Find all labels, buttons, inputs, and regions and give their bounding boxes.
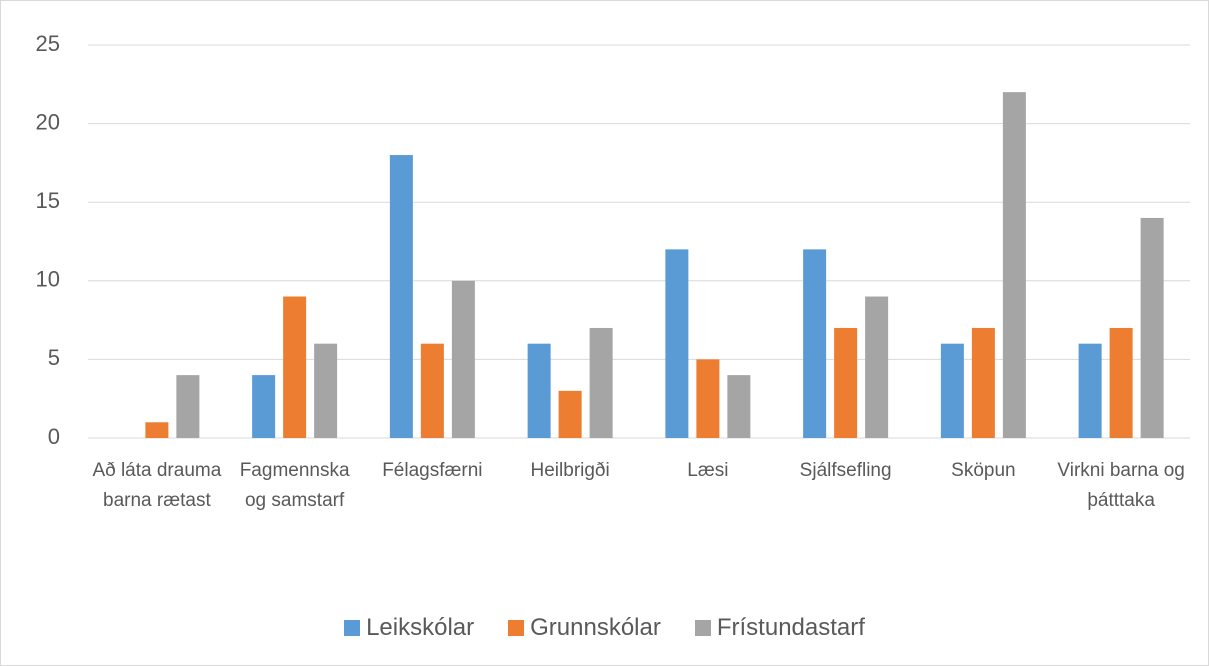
legend-item: Leikskólar	[344, 614, 474, 642]
y-tick-label: 25	[36, 31, 60, 56]
bar	[971, 327, 995, 438]
bar	[420, 343, 444, 438]
x-tick-label: Læsi	[687, 460, 729, 481]
x-tick-label: Sköpun	[951, 460, 1016, 481]
legend-swatch	[344, 620, 361, 636]
legend-label: Leikskólar	[366, 614, 475, 641]
bar	[834, 327, 858, 438]
x-tick-label: Sjálfsefling	[799, 460, 892, 481]
legend-item: Grunnskólar	[508, 614, 661, 642]
bar	[252, 375, 276, 438]
bar	[727, 375, 751, 438]
legend-item: Frístundastarf	[694, 614, 865, 642]
legend-label: Frístundastarf	[716, 614, 865, 641]
x-tick-label: Félagsfærni	[382, 460, 483, 481]
bar	[527, 343, 551, 438]
legend-swatch	[508, 620, 525, 636]
bar	[176, 375, 200, 438]
x-tick-label: Að láta drauma barna rætast	[92, 460, 222, 511]
bar	[558, 390, 582, 438]
y-tick-label: 15	[36, 188, 60, 213]
bar	[283, 296, 307, 438]
legend: Leikskólar Grunnskólar Frístundastarf	[0, 614, 1209, 642]
y-tick-label: 0	[48, 424, 60, 449]
bar	[145, 422, 169, 438]
bar	[1002, 92, 1026, 438]
x-tick-label: Heilbrigði	[530, 460, 610, 481]
x-tick-label: Fagmennska og samstarf	[239, 460, 350, 511]
bar	[314, 343, 338, 438]
x-tick-label: Virkni barna og þátttaka	[1057, 460, 1185, 511]
bar	[389, 155, 413, 439]
y-tick-label: 10	[36, 267, 60, 292]
bar	[1078, 343, 1102, 438]
bar	[665, 249, 689, 438]
bar	[865, 296, 889, 438]
bar	[940, 343, 964, 438]
y-tick-label: 20	[36, 109, 60, 134]
bar	[1140, 217, 1164, 438]
bar	[803, 249, 827, 438]
legend-swatch	[694, 620, 711, 636]
bar	[451, 280, 475, 438]
y-tick-label: 5	[48, 345, 60, 370]
legend-label: Grunnskólar	[530, 614, 661, 641]
bar	[1109, 327, 1133, 438]
bar	[696, 359, 720, 438]
bar	[589, 327, 613, 438]
